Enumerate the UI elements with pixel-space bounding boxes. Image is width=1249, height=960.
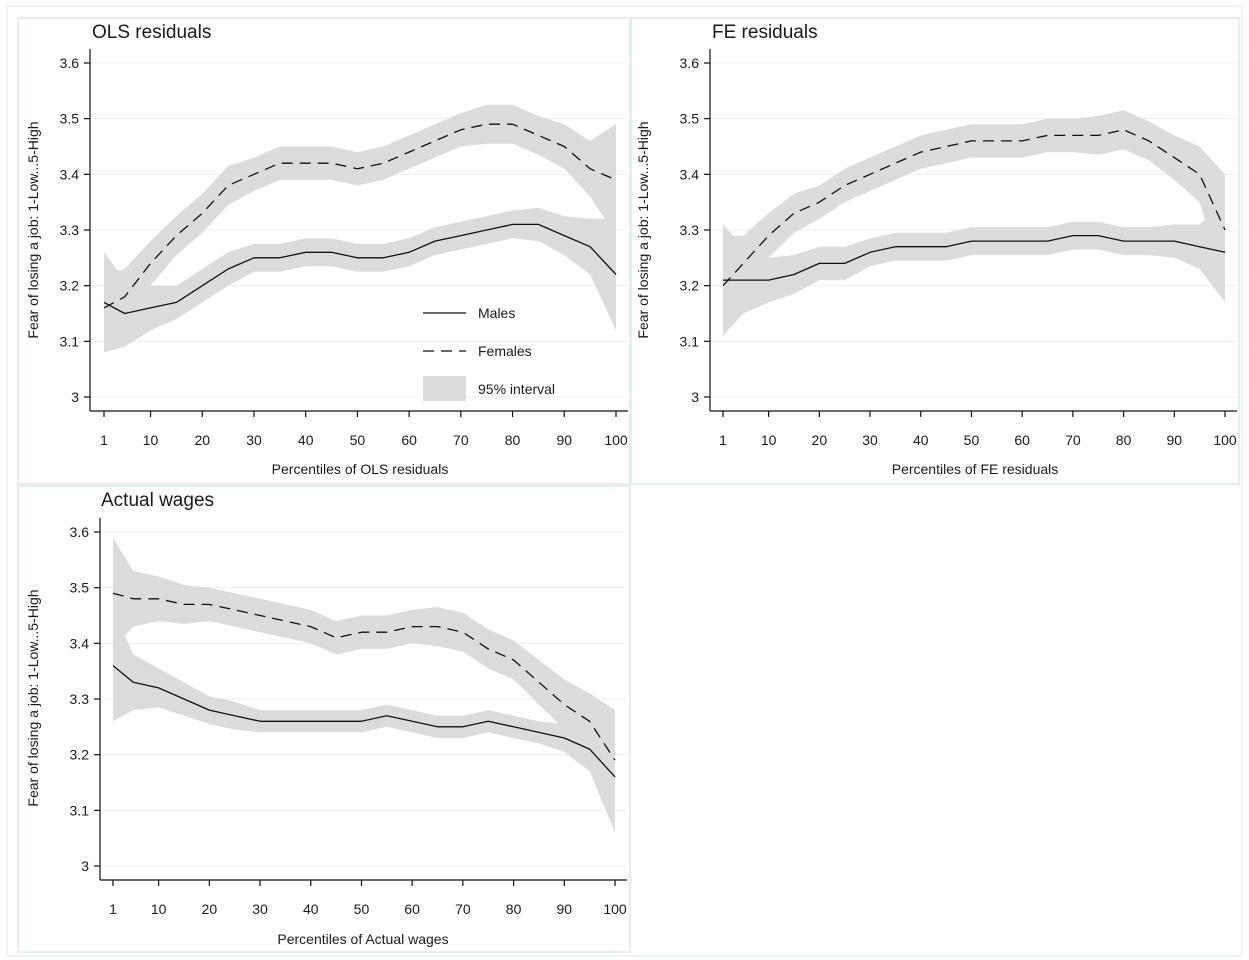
y-tick-label: 3.4 xyxy=(60,166,80,182)
y-tick-label: 3.6 xyxy=(680,55,700,71)
x-tick-label: 10 xyxy=(143,432,159,448)
series-line-females xyxy=(103,123,617,309)
x-tick-label: 40 xyxy=(303,901,319,917)
x-tick-label: 60 xyxy=(404,901,420,917)
y-tick-label: 3.5 xyxy=(70,580,90,596)
panel-title: FE residuals xyxy=(712,22,818,43)
x-tick-label: 70 xyxy=(455,901,471,917)
series-line-females xyxy=(112,592,616,761)
y-tick-label: 3.5 xyxy=(680,111,700,127)
x-tick-label: 50 xyxy=(964,432,980,448)
axes: 3 3.1 3.2 3.3 3.4 3.5 3.6 1 10 20 30 40 50 60 70 80 90 10… xyxy=(680,49,1237,448)
x-axis-label: Percentiles of FE residuals xyxy=(892,461,1059,477)
series-line-males xyxy=(723,234,1226,281)
y-tick-label: 3 xyxy=(691,389,699,405)
legend-females-label: Females xyxy=(478,343,532,359)
x-tick-label: 60 xyxy=(1014,432,1030,448)
x-tick-label: 1 xyxy=(719,432,727,448)
y-tick-label: 3.5 xyxy=(60,111,80,127)
series-lines xyxy=(722,129,1226,287)
x-tick-label: 20 xyxy=(202,901,218,917)
legend-interval-swatch xyxy=(423,376,466,401)
x-tick-label: 80 xyxy=(506,901,522,917)
x-tick-label: 90 xyxy=(557,901,573,917)
y-tick-label: 3.2 xyxy=(70,747,90,763)
x-tick-label: 70 xyxy=(453,432,469,448)
y-tick-label: 3.1 xyxy=(70,802,90,818)
x-tick-label: 30 xyxy=(252,901,268,917)
y-tick-label: 3.4 xyxy=(680,166,700,182)
series-line-males xyxy=(112,665,616,778)
confidence-bands xyxy=(723,110,1225,336)
x-axis-label: Percentiles of OLS residuals xyxy=(272,461,449,477)
x-tick-label: 20 xyxy=(194,432,210,448)
x-tick-label: 1 xyxy=(100,432,108,448)
x-tick-label: 20 xyxy=(812,432,828,448)
x-tick-label: 70 xyxy=(1065,432,1081,448)
x-tick-label: 10 xyxy=(761,432,777,448)
y-tick-label: 3 xyxy=(81,858,89,874)
y-axis-label: Fear of losing a job: 1-Low...5-High xyxy=(25,589,41,806)
panel-frame-actual xyxy=(17,485,631,953)
panel-frame-fe xyxy=(630,17,1240,485)
series-line-males xyxy=(103,223,617,315)
x-tick-label: 100 xyxy=(604,432,628,448)
y-tick-label: 3.2 xyxy=(60,278,80,294)
figure-border xyxy=(6,5,1243,957)
series-lines xyxy=(103,123,617,315)
x-tick-label: 1 xyxy=(109,901,117,917)
ci-band-females xyxy=(104,104,616,342)
y-tick-label: 3.6 xyxy=(70,524,90,540)
legend-males-label: Males xyxy=(478,305,515,321)
panel-actual-wages: Actual wages 3 3.1 3.2 3.3 3.4 3.5 3.6 1 10 20 30 4… xyxy=(25,490,627,947)
legend: Males Females 95% interval xyxy=(423,305,555,401)
x-tick-label: 10 xyxy=(151,901,167,917)
series-line-females xyxy=(722,129,1226,287)
y-tick-label: 3.2 xyxy=(680,278,700,294)
y-tick-label: 3.3 xyxy=(60,222,80,238)
x-tick-label: 50 xyxy=(350,432,366,448)
y-tick-label: 3.3 xyxy=(680,222,700,238)
ci-band-females xyxy=(113,537,615,811)
x-axis-label: Percentiles of Actual wages xyxy=(277,931,448,947)
panel-fe-residuals: FE residuals 3 3.1 3.2 3.3 3.4 3.5 3.6 1 10 20 30 4… xyxy=(635,22,1237,477)
x-tick-label: 50 xyxy=(354,901,370,917)
y-tick-label: 3.4 xyxy=(70,635,90,651)
x-tick-label: 100 xyxy=(1213,432,1237,448)
series-lines xyxy=(112,592,616,778)
x-tick-label: 80 xyxy=(505,432,521,448)
x-tick-label: 60 xyxy=(401,432,417,448)
legend-interval-label: 95% interval xyxy=(478,381,555,397)
y-tick-label: 3.3 xyxy=(70,691,90,707)
y-axis-label: Fear of losing a job: 1-Low...5-High xyxy=(25,121,41,338)
panel-title: Actual wages xyxy=(101,490,214,511)
x-tick-label: 90 xyxy=(1167,432,1183,448)
x-tick-label: 90 xyxy=(556,432,572,448)
ci-band-females xyxy=(723,110,1225,336)
x-tick-label: 40 xyxy=(298,432,314,448)
ci-band-males xyxy=(104,207,616,353)
y-tick-label: 3.1 xyxy=(60,333,80,349)
axes: 3 3.1 3.2 3.3 3.4 3.5 3.6 1 10 20 30 40 50 60 70 80 90 10… xyxy=(70,518,627,917)
x-tick-label: 30 xyxy=(862,432,878,448)
x-tick-label: 30 xyxy=(246,432,262,448)
axes: 3 3.1 3.2 3.3 3.4 3.5 3.6 1 10 20 30 40 50 60 70 80 90 10… xyxy=(60,49,628,448)
y-axis-label: Fear of losing a job: 1-Low...5-High xyxy=(635,121,651,338)
confidence-bands xyxy=(104,104,616,353)
y-tick-label: 3 xyxy=(71,389,79,405)
y-tick-label: 3.6 xyxy=(60,55,80,71)
x-tick-label: 100 xyxy=(603,901,627,917)
x-tick-label: 40 xyxy=(913,432,929,448)
y-tick-label: 3.1 xyxy=(680,333,700,349)
panel-title: OLS residuals xyxy=(92,22,211,43)
x-tick-label: 80 xyxy=(1116,432,1132,448)
panel-ols-residuals: OLS residuals 3 3.1 3.2 3.3 3.4 3.5 3.6 1 10 20 30… xyxy=(25,22,628,477)
confidence-bands xyxy=(113,537,615,833)
